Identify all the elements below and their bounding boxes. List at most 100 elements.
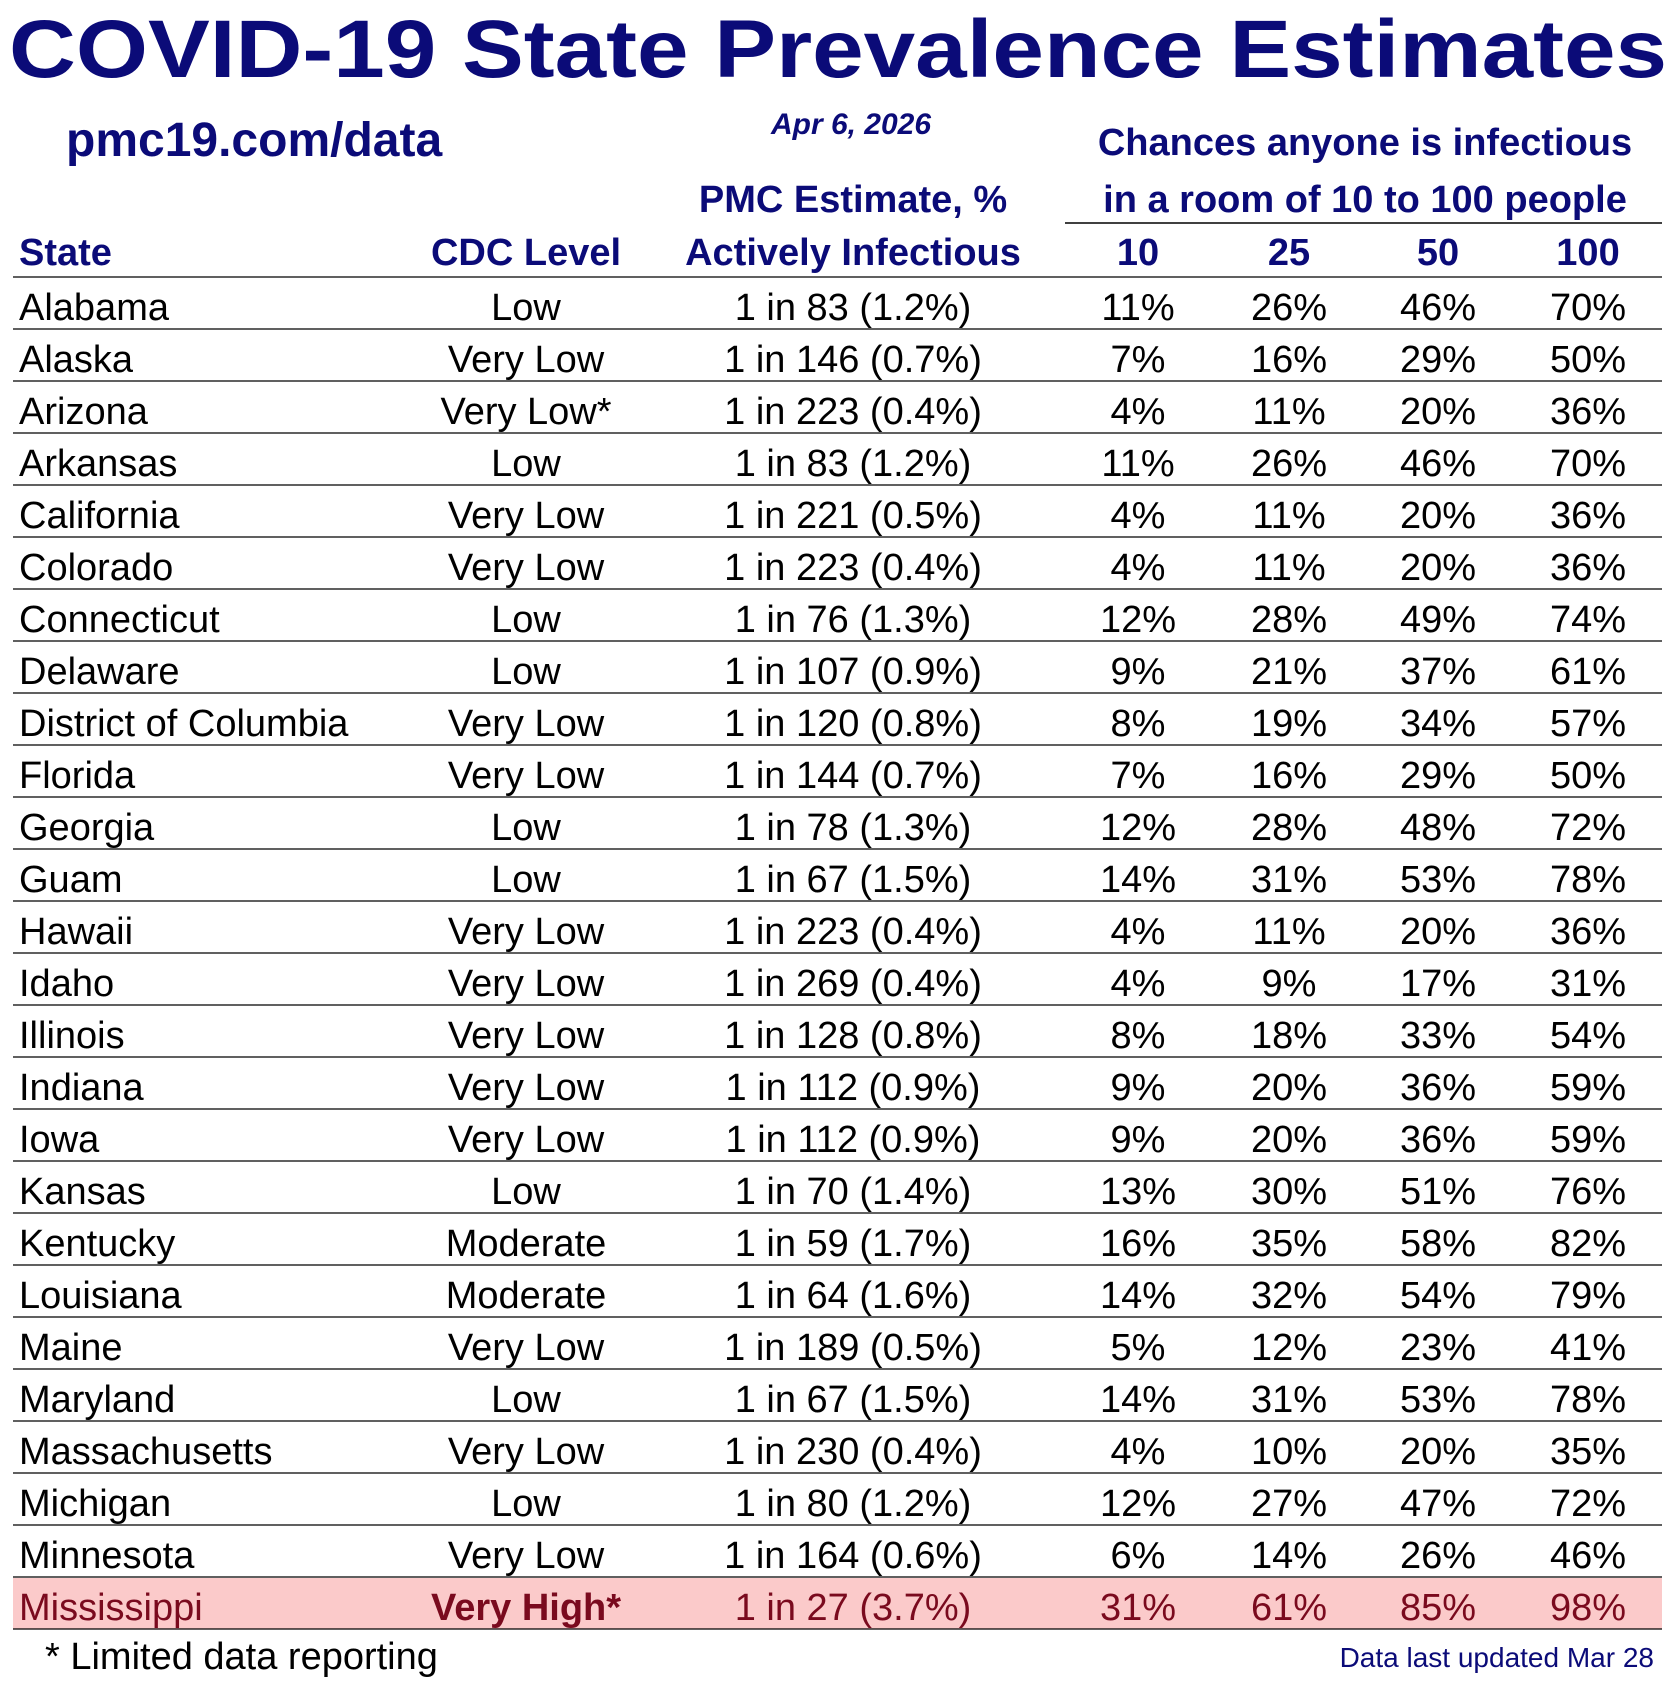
estimate: 1 in 64 (1.6%)	[735, 1275, 972, 1317]
cdc-level: Low	[491, 1171, 561, 1213]
chance: 36%	[1400, 1067, 1476, 1109]
chance: 46%	[1550, 1535, 1626, 1577]
chance: 31%	[1251, 1379, 1327, 1421]
chance: 29%	[1400, 755, 1476, 797]
state: Arizona	[19, 391, 149, 433]
column-header: 100	[1556, 232, 1619, 274]
chance: 11%	[1101, 443, 1174, 485]
estimate: 1 in 269 (0.4%)	[724, 963, 982, 1005]
state: Illinois	[19, 1015, 125, 1057]
chance: 51%	[1400, 1171, 1476, 1213]
chance: 10%	[1251, 1431, 1327, 1473]
chance: 29%	[1400, 339, 1476, 381]
cdc-level: Very Low*	[440, 391, 611, 433]
cdc-level: Low	[491, 443, 561, 485]
chance: 20%	[1400, 1431, 1476, 1473]
estimate: 1 in 76 (1.3%)	[735, 599, 972, 641]
estimate: 1 in 107 (0.9%)	[724, 651, 982, 693]
chance: 12%	[1251, 1327, 1327, 1369]
chance: 11%	[1252, 495, 1325, 537]
chance: 4%	[1111, 963, 1166, 1005]
cdc-level: Very Low	[448, 963, 605, 1005]
state: Alaska	[19, 339, 134, 381]
state: Iowa	[19, 1119, 100, 1161]
chances-title: Chances anyone is infectious	[1098, 122, 1632, 164]
chance: 12%	[1100, 599, 1176, 641]
cdc-level: Very Low	[448, 1431, 605, 1473]
chance: 26%	[1251, 287, 1327, 329]
state: Kentucky	[19, 1223, 175, 1265]
estimate: 1 in 189 (0.5%)	[724, 1327, 982, 1369]
cdc-level: Very High*	[431, 1587, 621, 1629]
cdc-level: Moderate	[446, 1223, 607, 1265]
chances-title: in a room of 10 to 100 people	[1103, 179, 1627, 221]
cdc-level: Very Low	[448, 495, 605, 537]
chance: 30%	[1251, 1171, 1327, 1213]
estimate: 1 in 128 (0.8%)	[724, 1015, 982, 1057]
state: Kansas	[19, 1171, 146, 1213]
chance: 57%	[1550, 703, 1626, 745]
chance: 9%	[1262, 963, 1317, 1005]
chance: 58%	[1400, 1223, 1476, 1265]
updated: Data last updated Mar 28	[1340, 1642, 1654, 1673]
chance: 7%	[1111, 339, 1166, 381]
chance: 53%	[1400, 1379, 1476, 1421]
cdc-level: Very Low	[448, 755, 605, 797]
row-highlight	[13, 1578, 1662, 1629]
chance: 35%	[1550, 1431, 1626, 1473]
table: 10 25 50 100 Alabama Low 1 in 83 (1.2%) 11% 26% 4…	[13, 232, 1662, 1630]
chance: 5%	[1111, 1327, 1166, 1369]
estimate: 1 in 78 (1.3%)	[735, 807, 972, 849]
estimate: 1 in 27 (3.7%)	[735, 1587, 972, 1629]
chance: 49%	[1400, 599, 1476, 641]
chance: 19%	[1251, 703, 1327, 745]
chance: 12%	[1100, 1483, 1176, 1525]
chance: 35%	[1251, 1223, 1327, 1265]
chance: 11%	[1252, 391, 1325, 433]
cdc-level: Very Low	[448, 1327, 605, 1369]
estimate: 1 in 221 (0.5%)	[724, 495, 982, 537]
chance: 70%	[1550, 443, 1626, 485]
estimate: 1 in 80 (1.2%)	[735, 1483, 972, 1525]
state: Guam	[19, 859, 122, 901]
state: Maine	[19, 1327, 123, 1369]
cdc-level: Low	[491, 1483, 561, 1525]
state: California	[19, 495, 180, 537]
chance: 28%	[1251, 599, 1327, 641]
chance: 20%	[1251, 1067, 1327, 1109]
column-header: Actively Infectious	[685, 232, 1021, 274]
chance: 82%	[1550, 1223, 1626, 1265]
chance: 37%	[1400, 651, 1476, 693]
state: Michigan	[19, 1483, 171, 1525]
cdc-level: Very Low	[448, 1067, 605, 1109]
cdc-level: Very Low	[448, 547, 605, 589]
chance: 79%	[1550, 1275, 1626, 1317]
title: COVID-19 State Prevalence Estimates	[9, 4, 1667, 95]
cdc-level: Low	[491, 807, 561, 849]
state: Colorado	[19, 547, 173, 589]
state: Minnesota	[19, 1535, 195, 1577]
date: Apr 6, 2026	[770, 108, 931, 141]
estimate: 1 in 67 (1.5%)	[735, 1379, 972, 1421]
chance: 14%	[1251, 1535, 1327, 1577]
estimate: 1 in 146 (0.7%)	[724, 339, 982, 381]
chance: 27%	[1251, 1483, 1327, 1525]
chance: 78%	[1550, 859, 1626, 901]
chance: 34%	[1400, 703, 1476, 745]
estimate: 1 in 112 (0.9%)	[726, 1067, 981, 1109]
column-header: PMC Estimate, %	[699, 179, 1007, 221]
cdc-level: Low	[491, 287, 561, 329]
chance: 61%	[1550, 651, 1626, 693]
chance: 9%	[1111, 1119, 1166, 1161]
cdc-level: Very Low	[448, 1535, 605, 1577]
estimate: 1 in 83 (1.2%)	[735, 443, 972, 485]
chance: 20%	[1400, 495, 1476, 537]
cdc-level: Low	[491, 1379, 561, 1421]
cdc-level: Low	[491, 651, 561, 693]
column-header: 25	[1268, 232, 1310, 274]
chance: 59%	[1550, 1119, 1626, 1161]
chance: 46%	[1400, 443, 1476, 485]
estimate: 1 in 112 (0.9%)	[726, 1119, 981, 1161]
estimate: 1 in 230 (0.4%)	[724, 1431, 982, 1473]
